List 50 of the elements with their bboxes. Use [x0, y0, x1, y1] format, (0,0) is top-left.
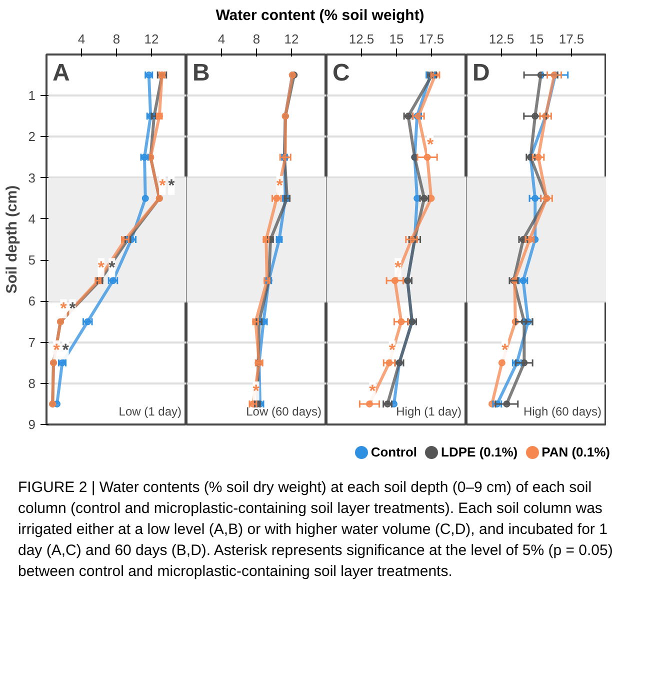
- x-tick-label: 17.5: [558, 32, 584, 47]
- data-label: *: [159, 176, 166, 196]
- annotation: D: [472, 60, 490, 87]
- y-axis-title: Soil depth (cm): [3, 186, 20, 294]
- data-label: *: [252, 382, 260, 401]
- y-tick-label: 9: [28, 417, 36, 432]
- legend-label: PAN (0.1%): [542, 444, 610, 460]
- annotation: B: [192, 60, 210, 87]
- x-tick-label: 12.5: [348, 32, 374, 47]
- y-tick-label: 2: [28, 130, 36, 145]
- data-label: *: [369, 382, 376, 401]
- y-tick-label: 5: [28, 252, 36, 268]
- x-tick-label: 4: [78, 32, 86, 47]
- x-tick-label: 15: [389, 32, 404, 47]
- data-label: *: [168, 176, 176, 196]
- y-tick-label: 6: [28, 294, 36, 310]
- legend-label: LDPE (0.1%): [441, 444, 518, 460]
- y-tick-label: 8: [28, 376, 36, 392]
- annotation: Low (60 days): [246, 404, 322, 419]
- caption: FIGURE 2 | Water contents (% soil dry weight) at each soil depth (0–9 cm) of each soil column (control and microplastic-containing soil layer treatments). Each soil column was irrigated either at a low level (A,B) or with higher water volume (C,D), and incubated for 1 day (A,C) and 60 days (B,D). Asterisk represents significance at the level of 5% (p = 0.05) between control and microplastic-containing soil layer treatments.: [18, 478, 614, 582]
- data-label: *: [426, 135, 434, 154]
- annotation: High (1 day): [396, 404, 462, 419]
- x-tick-label: 12: [144, 32, 159, 47]
- x-tick-label: 17.5: [418, 32, 444, 47]
- data-label: *: [69, 300, 76, 319]
- y-tick-label: 3: [28, 170, 36, 186]
- y-tick-label: 7: [28, 335, 36, 350]
- annotation: High (60 days): [523, 404, 602, 419]
- data-label: *: [276, 176, 284, 196]
- data-label: *: [388, 340, 396, 360]
- data-label: *: [98, 258, 105, 278]
- x-tick-label: 12: [284, 32, 299, 47]
- annotation: Low (1 day): [118, 404, 182, 419]
- data-label: *: [62, 340, 70, 360]
- y-tick-label: 1: [28, 88, 36, 104]
- data-label: *: [60, 300, 68, 319]
- legend-label: Control: [370, 444, 418, 460]
- x-tick-label: 15: [529, 32, 544, 47]
- data-label: *: [108, 258, 116, 278]
- x-tick-label: 8: [112, 32, 120, 47]
- x-axis-title: Water content (% soil weight): [214, 6, 426, 26]
- data-label: *: [394, 258, 402, 278]
- data-label: *: [502, 340, 509, 360]
- annotation: A: [52, 60, 70, 87]
- data-label: *: [53, 340, 60, 360]
- x-tick-label: 12.5: [488, 32, 514, 47]
- annotation: C: [332, 60, 350, 87]
- x-tick-label: 8: [252, 32, 260, 47]
- y-tick-label: 4: [28, 212, 36, 227]
- x-tick-label: 4: [218, 32, 226, 47]
